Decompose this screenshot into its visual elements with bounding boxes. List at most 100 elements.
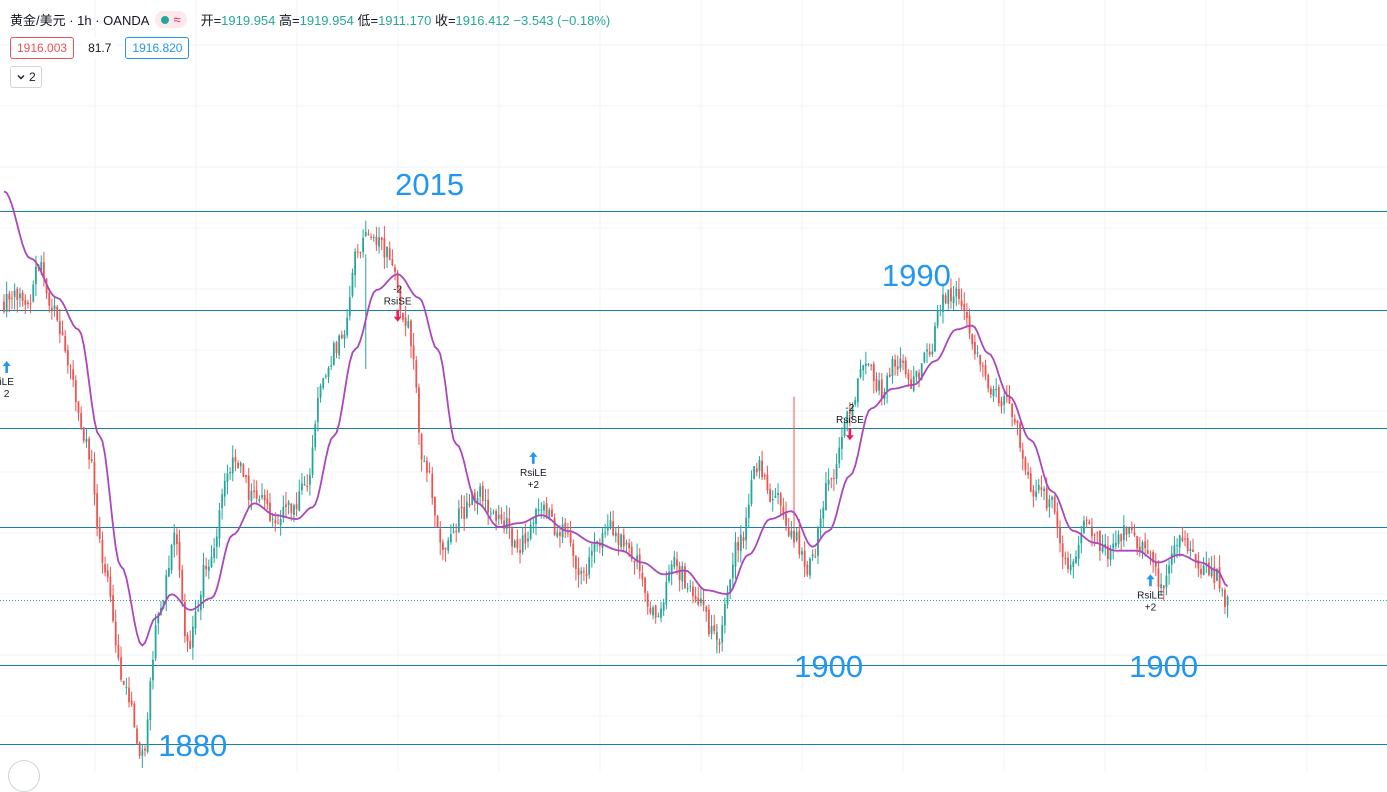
level-lines [0,211,1387,745]
candle-body [551,509,553,517]
candle-body [519,549,521,554]
candle [801,547,803,561]
candle-body [1101,547,1104,552]
candle-body [215,536,218,547]
candle [1122,515,1125,547]
candle-body [197,609,200,612]
candle-body [1141,542,1144,553]
candle [737,536,740,563]
candle [1101,534,1104,554]
candle-body [1114,543,1117,546]
candle-body [705,606,708,612]
candle-body [1083,520,1085,533]
candle [324,373,327,379]
candle [984,359,987,381]
candle-body [934,326,936,352]
candle-body [1075,556,1077,563]
candle [870,363,873,371]
symbol-title[interactable]: 黄金/美元 · 1h · OANDA [10,13,150,28]
candle-body [782,506,785,515]
candle-body [662,602,665,611]
candle [21,290,24,307]
chart-area[interactable]: iLE 2 -2 RsiSE RsiLE +2 -2 RsiSE RsiLE +2 2015 199… [0,0,1387,771]
candle-body [1162,585,1165,589]
candle [176,528,178,556]
candle-body [250,491,253,501]
candle-body [442,542,444,551]
candle [226,464,229,495]
candle-body [101,539,104,563]
candle-body [109,576,112,597]
candle [239,461,242,473]
candle [43,251,45,287]
candle [497,504,500,525]
candle-body [11,297,13,299]
candle [428,462,431,474]
candle-body [867,363,870,365]
candle-body [713,625,716,632]
candle [979,354,982,372]
candle-body [729,579,732,593]
candle [1138,536,1141,557]
candle-body [1056,511,1059,529]
candle [114,609,117,653]
candle [846,410,849,432]
candle [710,614,713,640]
candle-body [625,542,628,545]
market-status[interactable]: ≈ [155,11,187,28]
candle-body [1027,471,1029,475]
candle [125,677,128,695]
candle [1029,467,1032,493]
candle [64,329,67,354]
candle [104,556,106,577]
candle [1083,515,1085,535]
scroll-to-realtime-button[interactable] [8,760,40,792]
candle [1213,555,1216,590]
candle [11,291,13,310]
candle [58,309,61,344]
candle-body [814,556,817,558]
candle [449,524,452,545]
candle [777,483,779,505]
candle-body [891,358,894,376]
sell-price-button[interactable]: 1916.003 [10,37,75,59]
candle [3,294,5,314]
candle [426,456,428,483]
candle-body [1130,527,1133,531]
candle [468,494,471,508]
candle [734,532,737,580]
candle [1067,551,1069,574]
candle-body [279,518,282,526]
candle [32,280,35,303]
candle-body [407,320,410,328]
candle-body [1059,528,1061,544]
candle [311,435,314,479]
candle [399,286,402,319]
candle [718,638,721,654]
candle [878,372,881,396]
buy-price-button[interactable]: 1916.820 [125,37,190,59]
candle-body [1088,521,1091,524]
indicator-toggle-button[interactable]: 2 [10,66,42,88]
candle [750,470,753,507]
candle-body [404,317,407,326]
candle [263,489,266,510]
candle [806,560,809,577]
candle [662,598,665,616]
candle [404,306,407,337]
candle [585,564,588,584]
candle-body [290,503,293,514]
candle [489,507,492,519]
candle-body [176,534,178,545]
candle [465,492,468,520]
candle-body [301,483,303,491]
candle-body [1168,565,1170,574]
candle [301,473,303,495]
candle [582,567,585,581]
candle [1210,556,1213,579]
candle-body [202,564,205,598]
candle-body [950,288,952,302]
candle-body [899,358,902,369]
